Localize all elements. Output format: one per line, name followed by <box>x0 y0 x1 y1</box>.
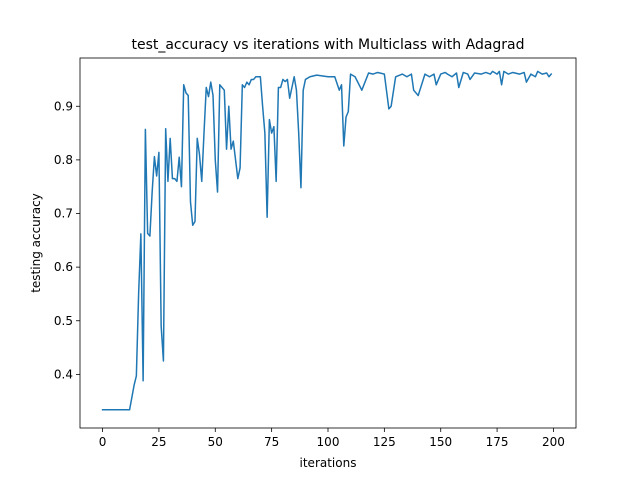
x-tick-label: 75 <box>264 435 279 449</box>
y-axis: 0.4 0.5 0.6 0.7 0.8 0.9 <box>54 99 80 381</box>
x-tick-label: 0 <box>99 435 107 449</box>
y-axis-label: testing accuracy <box>29 193 43 293</box>
x-axis: 0 25 50 75 100 125 150 175 200 <box>99 428 565 449</box>
x-tick-label: 150 <box>429 435 452 449</box>
chart-title: test_accuracy vs iterations with Multicl… <box>131 37 524 53</box>
plot-area <box>101 70 553 411</box>
x-axis-label: iterations <box>300 456 357 470</box>
y-tick-label: 0.6 <box>54 260 73 274</box>
x-tick-label: 100 <box>317 435 340 449</box>
y-tick-label: 0.5 <box>54 314 73 328</box>
y-tick-label: 0.8 <box>54 153 73 167</box>
x-tick-label: 50 <box>208 435 223 449</box>
y-tick-label: 0.4 <box>54 367 73 381</box>
x-tick-label: 175 <box>486 435 509 449</box>
series-line <box>101 70 553 411</box>
x-tick-label: 125 <box>373 435 396 449</box>
x-tick-label: 25 <box>151 435 166 449</box>
y-tick-label: 0.9 <box>54 99 73 113</box>
x-tick-label: 200 <box>542 435 565 449</box>
y-tick-label: 0.7 <box>54 207 73 221</box>
